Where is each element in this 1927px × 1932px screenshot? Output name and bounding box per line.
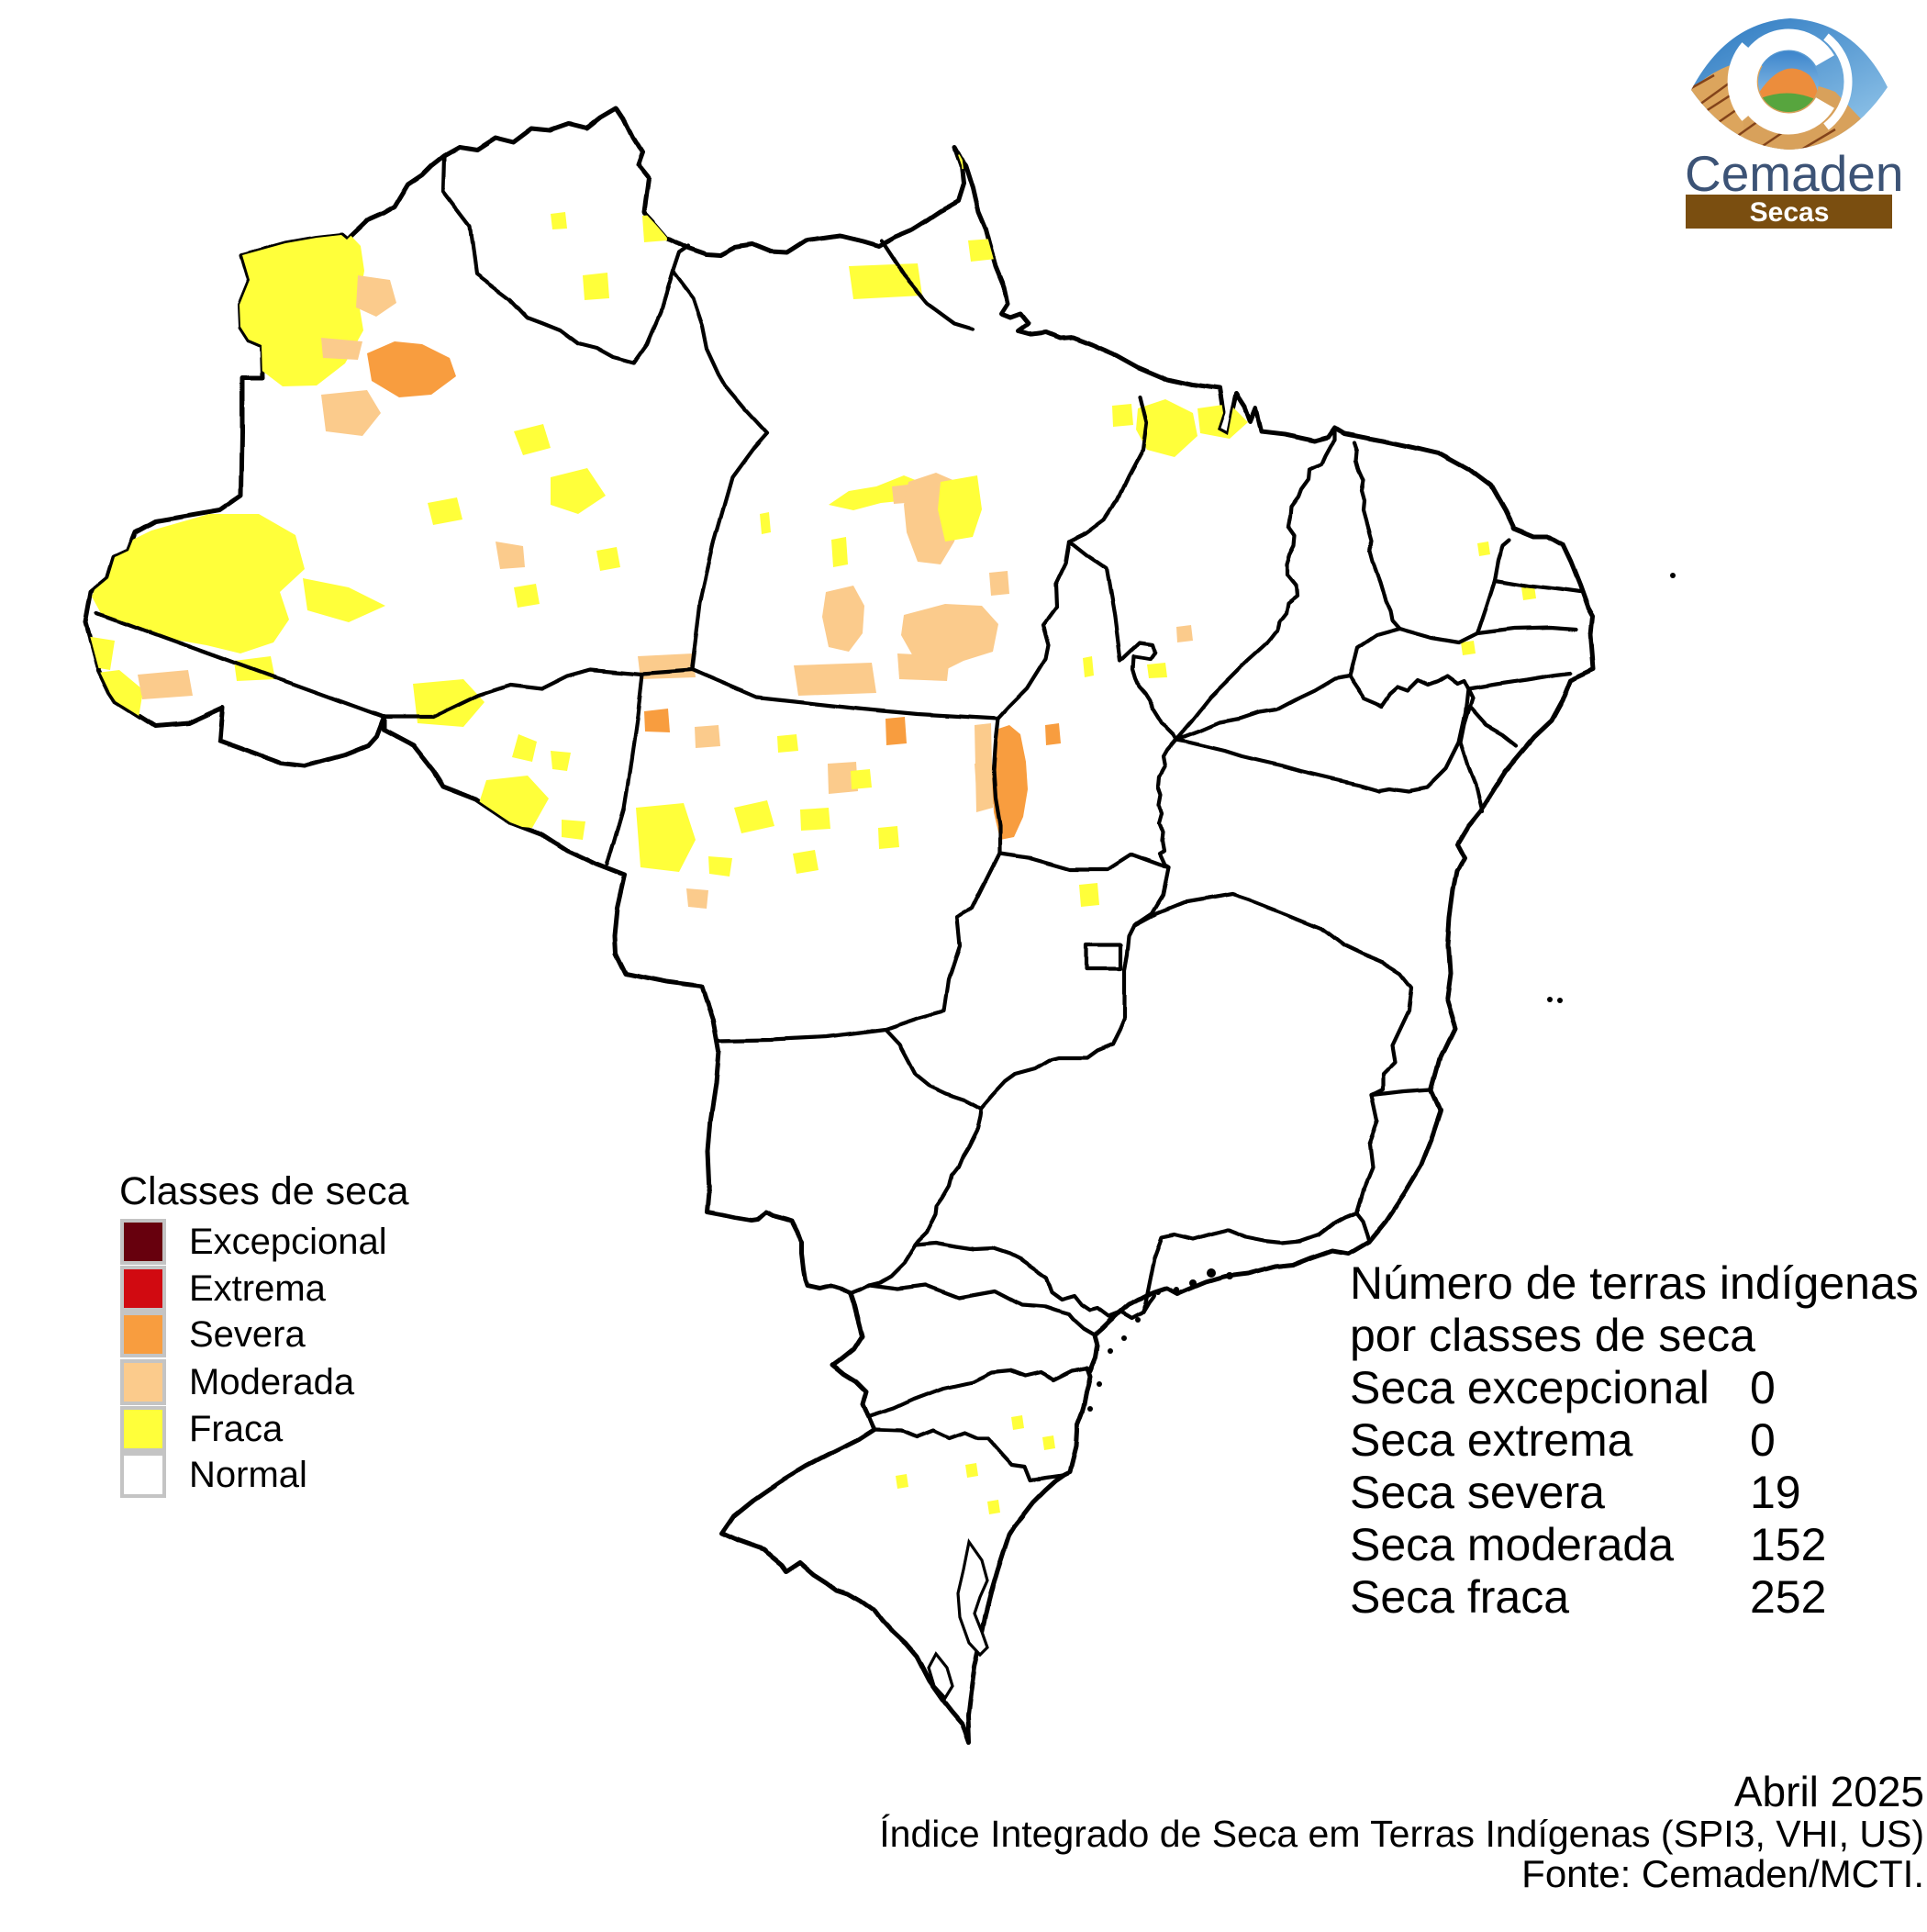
- svg-text:Secas: Secas: [1750, 197, 1830, 228]
- svg-text:Severa: Severa: [189, 1314, 306, 1355]
- svg-text:Excepcional: Excepcional: [189, 1222, 387, 1262]
- svg-text:Normal: Normal: [189, 1455, 307, 1495]
- svg-text:0: 0: [1750, 1362, 1776, 1413]
- svg-text:19: 19: [1750, 1467, 1801, 1518]
- svg-text:252: 252: [1750, 1571, 1826, 1623]
- svg-text:Classes de seca: Classes de seca: [119, 1169, 409, 1213]
- svg-text:Abril 2025: Abril 2025: [1734, 1768, 1924, 1815]
- svg-text:0: 0: [1750, 1414, 1776, 1466]
- svg-text:por classes de seca: por classes de seca: [1350, 1310, 1755, 1361]
- svg-text:Moderada: Moderada: [189, 1362, 355, 1402]
- svg-text:Índice Integrado de Seca em Te: Índice Integrado de Seca em Terras Indíg…: [879, 1813, 1924, 1855]
- svg-text:Seca severa: Seca severa: [1350, 1467, 1605, 1518]
- svg-text:Seca moderada: Seca moderada: [1350, 1519, 1674, 1570]
- svg-text:Extrema: Extrema: [189, 1268, 327, 1309]
- svg-text:Seca excepcional: Seca excepcional: [1350, 1362, 1710, 1413]
- svg-text:Número de terras indígenas: Número de terras indígenas: [1350, 1257, 1919, 1309]
- svg-text:152: 152: [1750, 1519, 1826, 1570]
- svg-text:Cemaden: Cemaden: [1685, 145, 1903, 202]
- svg-text:Fraca: Fraca: [189, 1409, 284, 1449]
- svg-text:Fonte: Cemaden/MCTI.: Fonte: Cemaden/MCTI.: [1521, 1852, 1924, 1895]
- svg-text:Seca fraca: Seca fraca: [1350, 1571, 1569, 1623]
- svg-text:Seca extrema: Seca extrema: [1350, 1414, 1633, 1466]
